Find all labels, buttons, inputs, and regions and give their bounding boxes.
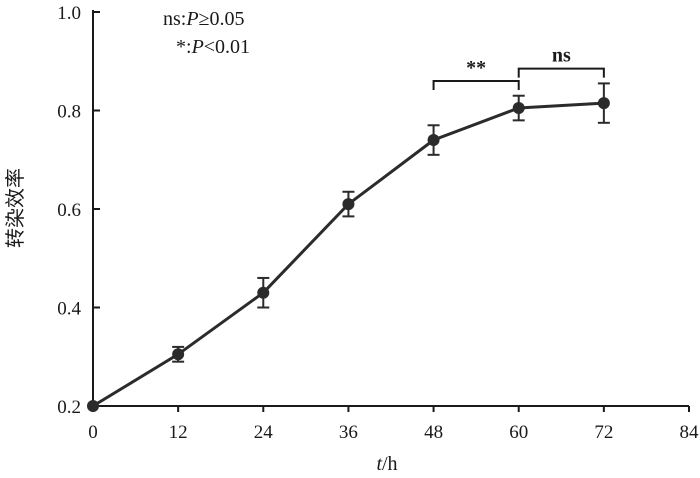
x-tick-label: 0 <box>88 422 98 443</box>
data-point <box>172 348 185 361</box>
x-tick-label: 72 <box>594 422 613 443</box>
x-tick-label: 12 <box>169 422 188 443</box>
y-tick-label: 0.4 <box>57 299 81 320</box>
significance-label: ** <box>466 57 486 79</box>
legend-line-star: *:P<0.01 <box>176 36 250 58</box>
significance-label: ns <box>552 45 571 67</box>
series <box>87 82 610 412</box>
y-tick-label: 0.8 <box>57 102 81 123</box>
significance-brackets: ** ns <box>432 45 605 90</box>
x-tick-label: 48 <box>424 422 443 443</box>
data-point <box>342 198 355 211</box>
x-axis-title: t/h <box>376 453 397 475</box>
y-tick-label: 1.0 <box>57 3 81 24</box>
y-tick-label: 0.2 <box>57 397 81 418</box>
data-point <box>87 400 99 412</box>
significance-bracket <box>517 67 605 78</box>
data-point <box>597 97 610 110</box>
data-point <box>257 286 270 299</box>
data-point <box>427 134 440 147</box>
x-tick-label: 24 <box>254 422 274 443</box>
y-axis-title: 转染效率 <box>4 168 27 248</box>
significance-bracket <box>432 79 520 90</box>
series-line <box>92 101 604 408</box>
x-tick-label: 60 <box>509 422 528 443</box>
legend-line-ns: ns:P≥0.05 <box>163 8 245 30</box>
data-point <box>512 102 525 115</box>
x-tick-label: 84 <box>680 422 700 443</box>
y-tick-label: 0.6 <box>57 200 81 221</box>
x-tick-label: 36 <box>339 422 358 443</box>
